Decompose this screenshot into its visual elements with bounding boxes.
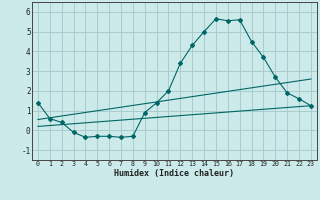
X-axis label: Humidex (Indice chaleur): Humidex (Indice chaleur)	[115, 169, 234, 178]
